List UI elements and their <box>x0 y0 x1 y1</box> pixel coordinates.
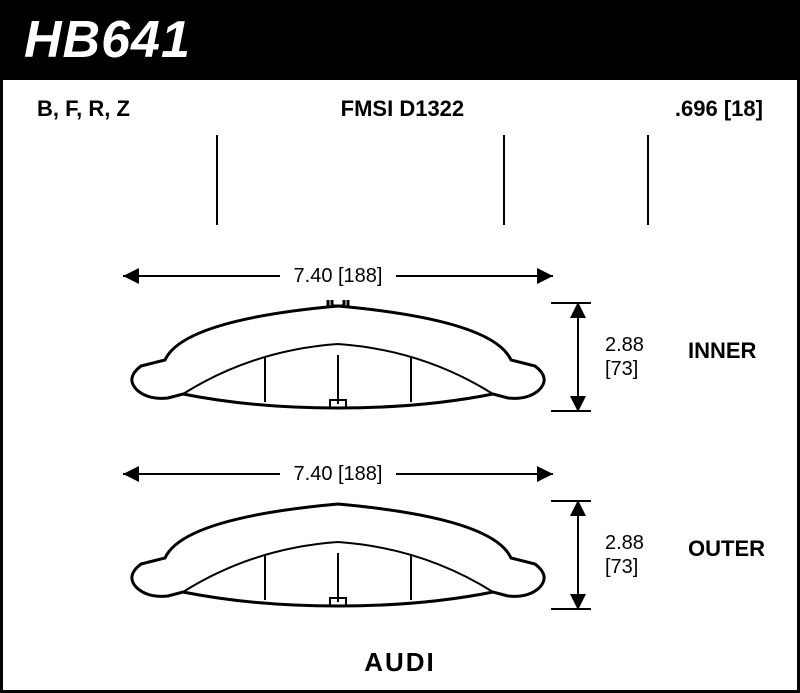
outer-pad-shape <box>123 498 553 613</box>
outer-height-label: 2.88 [73] <box>605 531 644 579</box>
height-arrows <box>563 302 593 412</box>
arrow-left-icon <box>123 473 280 475</box>
part-number: HB641 <box>24 11 191 69</box>
height-arrows <box>563 500 593 610</box>
ext-line-bot <box>551 410 591 412</box>
divider-3 <box>647 135 649 225</box>
inner-pad-group: 7.40 [188] <box>123 300 553 415</box>
header-bar: HB641 <box>0 0 800 80</box>
arrow-up-icon <box>577 500 579 555</box>
arrow-right-icon <box>396 275 553 277</box>
inner-pad-shape <box>123 300 553 415</box>
outer-width-label: 7.40 [188] <box>280 463 397 486</box>
divider-1 <box>216 135 218 225</box>
inner-side-label: INNER <box>688 338 756 364</box>
inner-height-label: 2.88 [73] <box>605 333 644 381</box>
arrow-up-icon <box>577 302 579 357</box>
diagram-frame: B, F, R, Z FMSI D1322 .696 [18] 7.40 [18… <box>0 80 800 693</box>
arrow-left-icon <box>123 275 280 277</box>
inner-width-dimension: 7.40 [188] <box>123 258 553 294</box>
arrow-down-icon <box>577 357 579 412</box>
outer-width-dimension: 7.40 [188] <box>123 456 553 492</box>
arrow-down-icon <box>577 555 579 610</box>
spec-row: B, F, R, Z FMSI D1322 .696 [18] <box>3 80 797 122</box>
fmsi-code: FMSI D1322 <box>341 96 465 122</box>
thickness-spec: .696 [18] <box>675 96 763 122</box>
outer-height-dimension: 2.88 [73] <box>563 500 644 610</box>
inner-width-label: 7.40 [188] <box>280 265 397 288</box>
ext-line-bot <box>551 608 591 610</box>
outer-side-label: OUTER <box>688 536 765 562</box>
brand-label: AUDI <box>3 647 797 678</box>
arrow-right-icon <box>396 473 553 475</box>
divider-2 <box>503 135 505 225</box>
compound-codes: B, F, R, Z <box>37 96 130 122</box>
diagram-area: 7.40 [188] <box>3 250 797 680</box>
inner-height-dimension: 2.88 [73] <box>563 302 644 412</box>
divider-lines <box>3 135 797 225</box>
outer-pad-group: 7.40 [188] <box>123 498 553 613</box>
